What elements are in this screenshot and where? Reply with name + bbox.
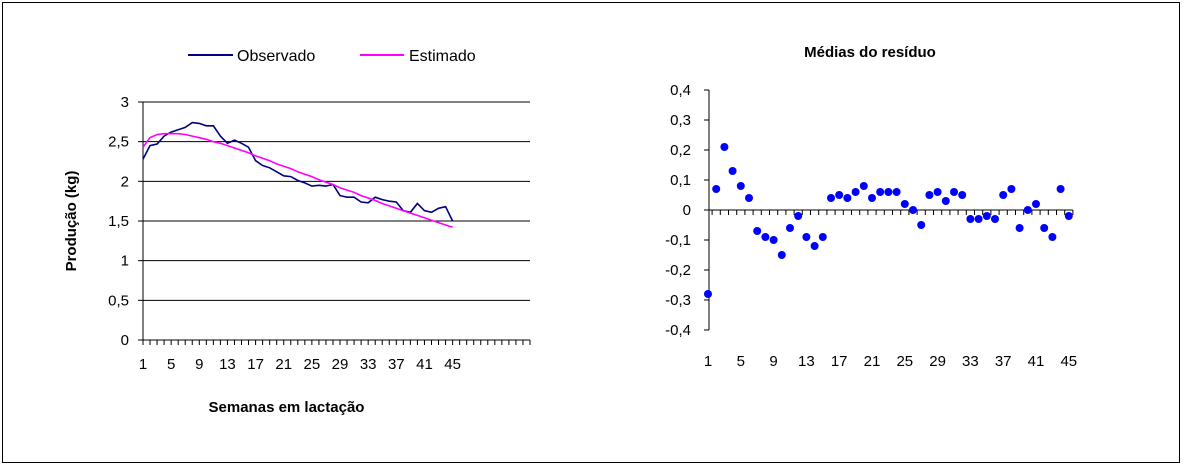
residual-point bbox=[892, 188, 901, 196]
x-tick-label: 9 bbox=[195, 356, 203, 373]
y-tick-label: 0,3 bbox=[670, 112, 691, 129]
residual-point bbox=[950, 188, 958, 196]
y-tick-label: 3 bbox=[121, 94, 129, 111]
residual-point bbox=[909, 206, 917, 214]
y-tick-label: -0,3 bbox=[665, 292, 691, 309]
production-line-chart: 0 0,5 1 1,5 2 2,5 3 1 5 9 13 17 21 25 29 33 37 41 45 Observ… bbox=[63, 48, 531, 416]
x-tick-label: 5 bbox=[737, 353, 745, 370]
x-tick-label: 17 bbox=[831, 353, 848, 370]
residual-point bbox=[704, 290, 712, 298]
residual-point bbox=[982, 212, 991, 220]
x-tick-label: 41 bbox=[416, 356, 433, 373]
residual-point bbox=[1056, 185, 1065, 193]
chart-title: Médias do resíduo bbox=[804, 44, 936, 61]
residual-point bbox=[827, 194, 835, 202]
residual-point bbox=[843, 194, 852, 202]
residual-point bbox=[868, 194, 876, 202]
x-tick-label: 13 bbox=[798, 353, 815, 370]
residual-point bbox=[941, 197, 950, 205]
x-tick-label: 29 bbox=[332, 356, 349, 373]
x-tick-label: 17 bbox=[247, 356, 264, 373]
residual-point bbox=[1023, 206, 1032, 214]
x-tick-label: 21 bbox=[275, 356, 292, 373]
x-tick-label: 45 bbox=[1060, 353, 1077, 370]
residual-point bbox=[1064, 212, 1073, 220]
x-tick-label: 33 bbox=[962, 353, 979, 370]
residual-point bbox=[777, 251, 786, 259]
x-tick-label: 41 bbox=[1028, 353, 1045, 370]
x-tick-label: 37 bbox=[388, 356, 405, 373]
residual-point bbox=[1007, 185, 1016, 193]
y-tick-label: 2,5 bbox=[108, 134, 129, 151]
residual-point bbox=[761, 233, 770, 241]
residual-point bbox=[917, 221, 926, 229]
residual-point bbox=[900, 200, 909, 208]
residual-point bbox=[859, 182, 868, 190]
y-tick-label: 0,5 bbox=[108, 292, 129, 309]
x-tick-label: 33 bbox=[360, 356, 377, 373]
x-tick-label: 21 bbox=[864, 353, 881, 370]
legend-label-estimado: Estimado bbox=[409, 48, 476, 65]
residual-point bbox=[884, 188, 893, 196]
residual-point bbox=[794, 212, 803, 220]
y-tick-label: -0,2 bbox=[665, 262, 691, 279]
residual-point bbox=[728, 167, 737, 175]
x-tick-label: 9 bbox=[769, 353, 777, 370]
x-tick-label: 1 bbox=[704, 353, 712, 370]
residual-point bbox=[974, 215, 983, 223]
residual-point bbox=[810, 242, 819, 250]
y-tick-label: 0 bbox=[121, 332, 129, 349]
y-tick-label: 0 bbox=[683, 202, 691, 219]
y-tick-label: 1 bbox=[121, 253, 129, 270]
x-tick-label: 25 bbox=[896, 353, 913, 370]
residual-point bbox=[720, 143, 729, 151]
y-tick-label: 1,5 bbox=[108, 213, 129, 230]
residual-point bbox=[876, 188, 885, 196]
x-tick-label: 1 bbox=[139, 356, 147, 373]
residual-point bbox=[925, 191, 934, 199]
residual-point bbox=[753, 227, 762, 235]
residual-point bbox=[802, 233, 811, 241]
residual-point bbox=[736, 182, 745, 190]
residual-point bbox=[933, 188, 942, 196]
legend-label-observado: Observado bbox=[237, 48, 315, 65]
residual-point bbox=[1032, 200, 1040, 208]
residual-point bbox=[745, 194, 753, 202]
residual-point bbox=[818, 233, 827, 241]
y-axis-title: Produção (kg) bbox=[63, 171, 80, 272]
x-tick-label: 29 bbox=[929, 353, 946, 370]
y-tick-label: 0,2 bbox=[670, 142, 691, 159]
residual-point bbox=[991, 215, 999, 223]
residual-point bbox=[835, 191, 844, 199]
x-tick-label: 45 bbox=[444, 356, 461, 373]
y-tick-label: 0,1 bbox=[670, 172, 691, 189]
residual-point bbox=[712, 185, 721, 193]
residual-point bbox=[1015, 224, 1024, 232]
y-tick-label: 0,4 bbox=[670, 82, 691, 99]
x-tick-label: 37 bbox=[995, 353, 1012, 370]
series-line-estimado bbox=[142, 132, 453, 229]
residual-point bbox=[851, 188, 860, 196]
residual-point bbox=[1048, 233, 1057, 241]
residual-point bbox=[1040, 224, 1049, 232]
residual-point bbox=[999, 191, 1008, 199]
y-tick-label: -0,4 bbox=[665, 322, 691, 339]
residual-point bbox=[966, 215, 975, 223]
residual-point bbox=[786, 224, 794, 232]
series-line-observado bbox=[142, 121, 454, 222]
residual-point bbox=[769, 236, 778, 244]
x-tick-label: 25 bbox=[304, 356, 321, 373]
x-tick-label: 5 bbox=[167, 356, 175, 373]
x-axis-title: Semanas em lactação bbox=[209, 399, 365, 416]
residual-scatter-chart: Médias do resíduo 0,4 0,3 0,2 0,1 0 -0,1 -0,2 -0… bbox=[665, 44, 1077, 370]
y-tick-label: -0,1 bbox=[665, 232, 691, 249]
y-tick-label: 2 bbox=[121, 173, 129, 190]
residual-point bbox=[958, 191, 967, 199]
x-tick-label: 13 bbox=[219, 356, 236, 373]
